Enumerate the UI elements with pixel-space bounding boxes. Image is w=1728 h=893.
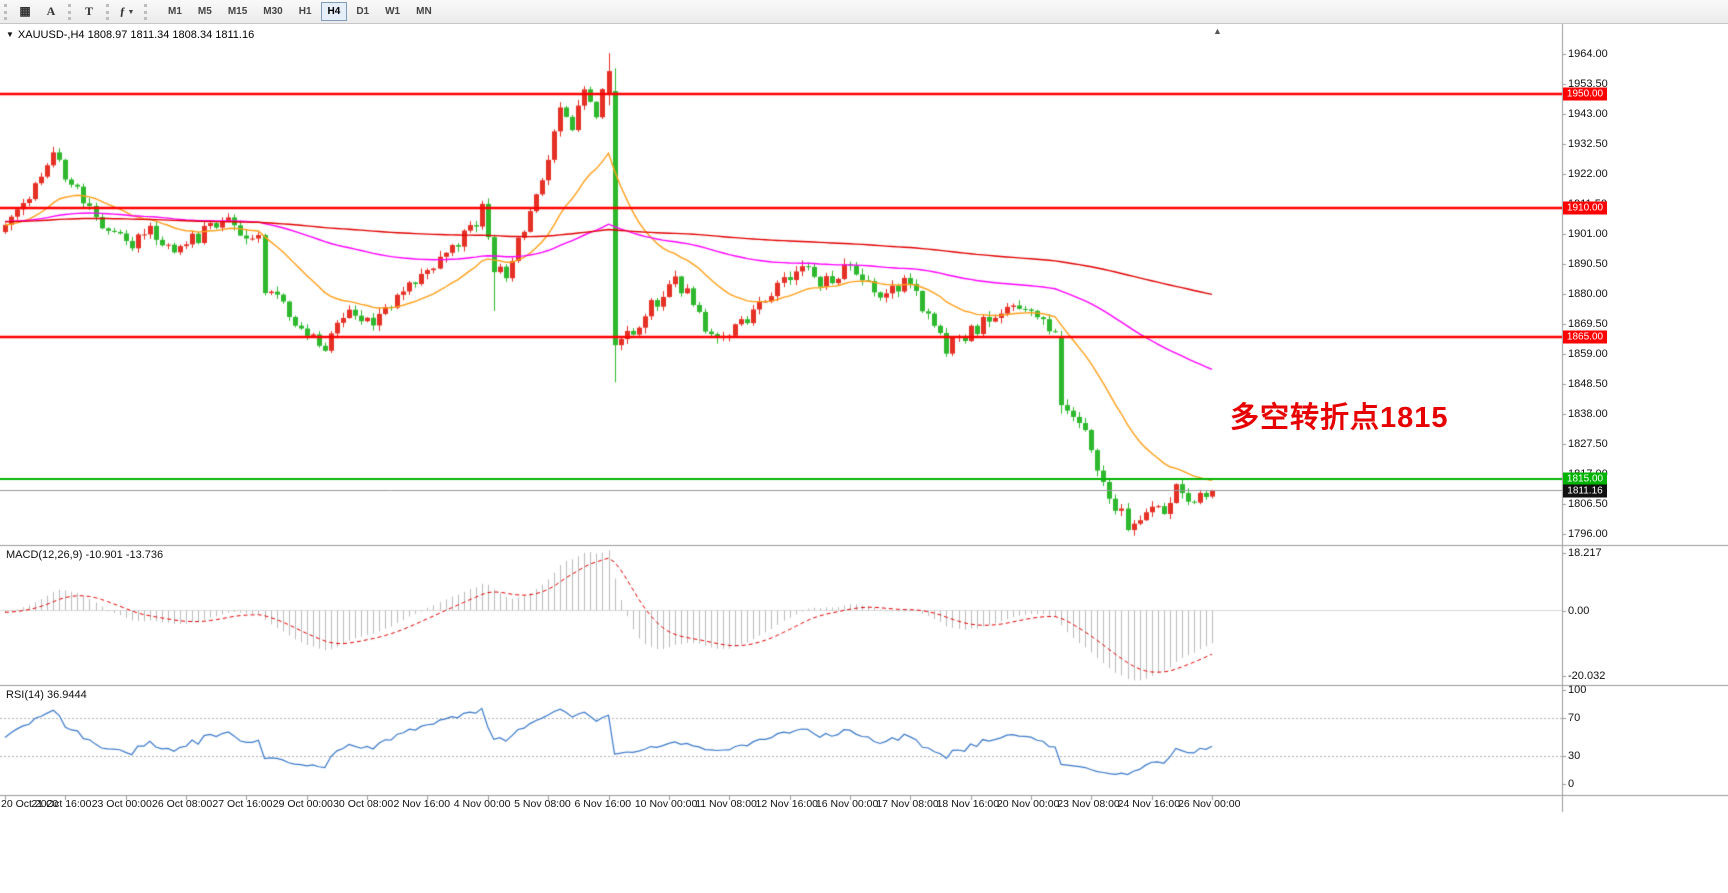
- time-axis-label: 5 Nov 08:00: [514, 798, 571, 810]
- price-level-badge: 1865.00: [1563, 330, 1607, 344]
- time-axis-label: 11 Nov 08:00: [695, 798, 757, 810]
- rsi-indicator-label: RSI(14) 36.9444: [6, 689, 87, 701]
- time-axis-label: 30 Oct 08:00: [333, 798, 394, 810]
- cursor-a-icon: A: [46, 4, 56, 18]
- chart-shift-marker-icon: ▲: [1213, 26, 1222, 36]
- time-axis[interactable]: 20 Oct 2020 21 Oct 16:00 23 Oct 00:00 26 Oc…: [0, 796, 1562, 812]
- time-axis-label: 27 Oct 16:00: [212, 798, 273, 810]
- rsi-axis-label: 70: [1568, 712, 1581, 725]
- time-axis-label: 26 Oct 08:00: [152, 798, 213, 810]
- price-axis-label: 1943.00: [1568, 107, 1608, 120]
- text-tool-button[interactable]: T: [77, 2, 101, 22]
- time-axis-label: 10 Nov 00:00: [634, 798, 698, 810]
- timeframe-button-h1[interactable]: H1: [292, 2, 319, 21]
- toolbar-grip[interactable]: [144, 3, 148, 20]
- timeframe-button-w1[interactable]: W1: [378, 2, 407, 21]
- chevron-down-icon: ▼: [6, 30, 14, 39]
- text-tool-icon: T: [84, 4, 93, 18]
- price-axis-label: 1848.50: [1568, 377, 1608, 390]
- macd-axis-label: 18.217: [1568, 547, 1602, 559]
- time-axis-label: 29 Oct 00:00: [272, 798, 333, 810]
- timeframe-button-mn[interactable]: MN: [409, 2, 439, 21]
- price-axis-label: 1932.50: [1568, 137, 1608, 150]
- price-level-badge: 1910.00: [1563, 201, 1607, 215]
- time-axis-label: 18 Nov 16:00: [936, 798, 1000, 810]
- macd-indicator-label: MACD(12,26,9) -10.901 -13.736: [6, 549, 164, 561]
- price-axis-label: 1796.00: [1568, 527, 1608, 540]
- macd-axis-label: -20.032: [1568, 670, 1606, 682]
- current-price-badge: 1811.16: [1563, 484, 1607, 498]
- timeframe-button-m15[interactable]: M15: [221, 2, 254, 21]
- price-level-badge: 1950.00: [1563, 87, 1607, 101]
- timeframe-button-m5[interactable]: M5: [191, 2, 219, 21]
- symbol-ohlc-text: XAUUSD-,H4 1808.97 1811.34 1808.34 1811.…: [17, 29, 255, 41]
- time-axis-label: 4 Nov 00:00: [453, 798, 511, 810]
- macd-axis-label: 0.00: [1568, 604, 1590, 617]
- time-axis-label: 17 Nov 08:00: [876, 798, 939, 810]
- timeframe-button-m1[interactable]: M1: [161, 2, 189, 21]
- timeframe-button-d1[interactable]: D1: [349, 2, 376, 21]
- price-axis-label: 1901.00: [1568, 227, 1608, 240]
- price-axis-label: 1806.50: [1568, 497, 1608, 510]
- timeframe-toolbar: M1 M5 M15 M30 H1 H4 D1 W1 MN: [160, 2, 440, 21]
- price-axis[interactable]: 1964.001953.501943.001932.501922.001911.…: [1562, 24, 1728, 812]
- toolbar: ▦ A T ƒ ▼ M1 M5 M15 M30 H1 H4 D1 W1 MN: [0, 0, 1728, 24]
- indicators-icon: ƒ: [119, 4, 126, 18]
- indicators-button[interactable]: ƒ ▼: [115, 2, 139, 22]
- price-axis-label: 1838.00: [1568, 407, 1608, 420]
- chevron-down-icon: ▼: [127, 7, 135, 16]
- time-axis-label: 2 Nov 16:00: [393, 798, 451, 810]
- price-axis-label: 1859.00: [1568, 347, 1608, 360]
- chart-type-button[interactable]: ▦: [13, 2, 37, 22]
- chart-annotation-text[interactable]: 多空转折点1815: [1230, 402, 1449, 434]
- time-axis-label: 21 Oct 16:00: [31, 798, 92, 810]
- price-axis-label: 1964.00: [1568, 47, 1608, 60]
- toolbar-grip[interactable]: [106, 3, 110, 20]
- time-axis-label: 16 Nov 00:00: [815, 798, 879, 810]
- time-axis-label: 20 Oct 2020: [1, 798, 59, 810]
- rsi-axis-label: 30: [1568, 749, 1581, 762]
- bar-chart-icon: ▦: [19, 4, 31, 18]
- price-axis-label: 1827.50: [1568, 437, 1608, 450]
- price-axis-label: 1922.00: [1568, 167, 1608, 180]
- price-level-badge: 1815.00: [1563, 472, 1607, 486]
- toolbar-grip[interactable]: [4, 3, 8, 20]
- time-axis-label: 12 Nov 16:00: [755, 798, 819, 810]
- timeframe-button-m30[interactable]: M30: [256, 2, 289, 21]
- time-axis-label: 26 Nov 00:00: [1178, 798, 1241, 810]
- time-axis-label: 20 Nov 00:00: [996, 798, 1060, 810]
- rsi-axis-label: 0: [1568, 778, 1575, 790]
- rsi-axis-label: 100: [1568, 684, 1587, 696]
- time-axis-label: 6 Nov 16:00: [574, 798, 632, 810]
- price-axis-label: 1880.00: [1568, 287, 1608, 300]
- time-axis-label: 23 Nov 08:00: [1057, 798, 1120, 810]
- cursor-tool-button[interactable]: A: [39, 2, 63, 22]
- time-axis-label: 24 Nov 16:00: [1117, 798, 1181, 810]
- price-axis-label: 1953.50: [1568, 77, 1608, 90]
- toolbar-grip[interactable]: [68, 3, 72, 20]
- time-axis-label: 23 Oct 00:00: [91, 798, 152, 810]
- symbol-ohlc-label: ▼ XAUUSD-,H4 1808.97 1811.34 1808.34 1811…: [6, 29, 254, 41]
- timeframe-button-h4[interactable]: H4: [320, 2, 348, 21]
- price-axis-label: 1890.50: [1568, 257, 1608, 270]
- price-axis-label: 1869.50: [1568, 317, 1608, 330]
